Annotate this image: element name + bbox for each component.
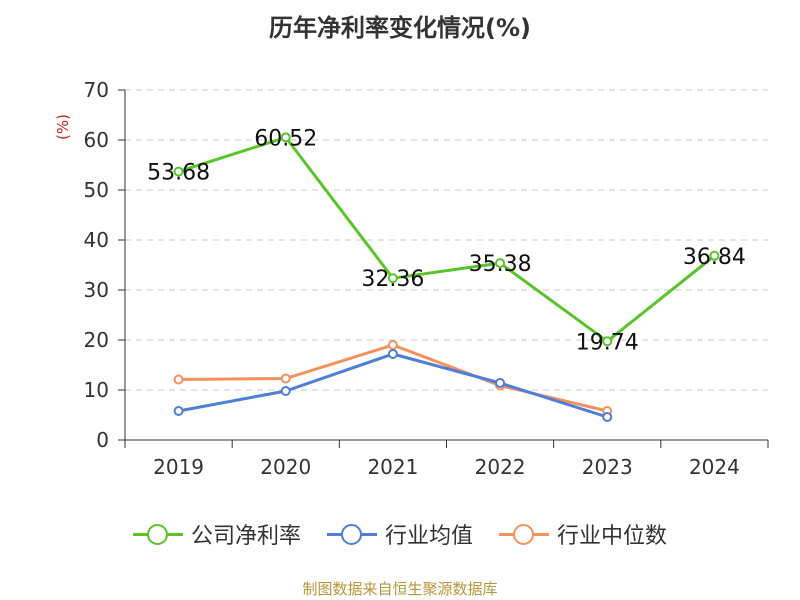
y-tick-label: 10 (84, 378, 109, 402)
legend-swatch (132, 524, 183, 545)
data-label: 60.52 (254, 126, 317, 151)
chart-title: 历年净利率变化情况(%) (269, 14, 531, 42)
data-label: 35.38 (469, 252, 532, 277)
data-point (387, 340, 398, 350)
y-tick-label: 20 (84, 328, 109, 352)
x-tick-label: 2023 (582, 455, 633, 479)
legend-item[interactable]: 行业中位数 (499, 518, 667, 550)
data-label: 36.84 (683, 245, 746, 270)
data-point (280, 132, 291, 143)
data-label: 32.36 (361, 267, 424, 292)
data-point (173, 166, 184, 177)
legend-label: 行业中位数 (557, 524, 668, 549)
y-tick-label: 70 (84, 78, 109, 102)
x-tick-label: 2020 (260, 455, 311, 479)
y-tick-label: 0 (96, 428, 109, 452)
data-point (173, 374, 184, 385)
y-tick-label: 40 (84, 228, 109, 252)
data-point (280, 373, 291, 384)
data-point (495, 378, 506, 388)
data-point (387, 349, 398, 359)
x-tick-label: 2019 (153, 455, 204, 479)
data-point (280, 386, 291, 396)
y-tick-label: 50 (84, 178, 109, 202)
legend-label: 公司净利率 (190, 524, 301, 549)
legend-label: 行业均值 (384, 524, 473, 549)
y-axis-label: (%) (54, 114, 72, 140)
x-tick-label: 2024 (689, 455, 740, 479)
legend-item[interactable]: 公司净利率 (132, 518, 301, 550)
legend-item[interactable]: 行业均值 (326, 518, 473, 550)
source-note: 制图数据来自恒生聚源数据库 (302, 580, 498, 598)
data-point (709, 250, 720, 261)
data-label: 19.74 (576, 330, 639, 355)
series-line-1 (178, 352, 608, 419)
legend-swatch (326, 524, 377, 545)
legend-swatch (499, 524, 549, 545)
series-line-0 (178, 135, 716, 343)
y-tick-label: 30 (84, 278, 109, 302)
x-tick-label: 2021 (367, 455, 418, 479)
data-point (602, 412, 613, 422)
data-point (387, 273, 398, 284)
data-point (173, 406, 184, 416)
y-tick-label: 60 (84, 128, 109, 152)
legend: 公司净利率 行业均值 行业中位数 (0, 518, 800, 550)
x-tick-label: 2022 (475, 455, 526, 479)
data-point (602, 336, 613, 347)
data-point (495, 258, 506, 269)
data-label: 53.68 (147, 161, 210, 186)
